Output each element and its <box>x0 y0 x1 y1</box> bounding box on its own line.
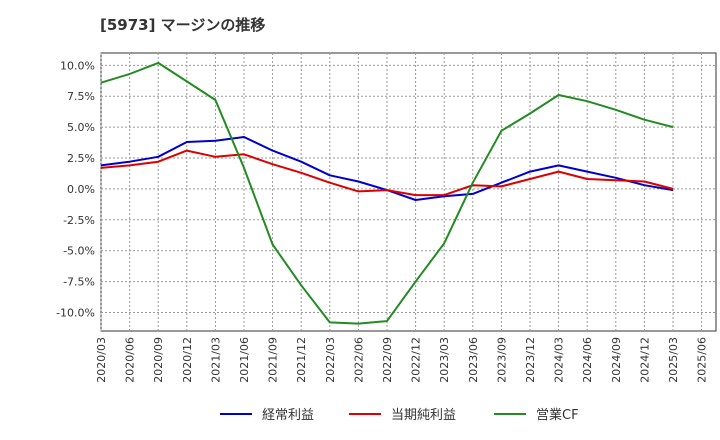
x-tick-label: 2024/09 <box>610 337 623 383</box>
x-tick-label: 2023/12 <box>524 337 537 383</box>
x-tick-label: 2021/12 <box>295 337 308 383</box>
grid <box>100 53 716 331</box>
x-tick-label: 2024/03 <box>553 337 566 383</box>
y-tick-label: 7.5% <box>67 90 95 103</box>
x-tick-label: 2024/12 <box>638 337 651 383</box>
y-axis-ticks: 10.0% 7.5% 5.0% 2.5% 0.0% -2.5% -5.0% -7.5% -10.… <box>56 59 95 319</box>
x-tick-label: 2025/03 <box>667 337 680 383</box>
x-tick-label: 2022/03 <box>324 337 337 383</box>
x-tick-label: 2023/03 <box>438 337 451 383</box>
x-tick-label: 2024/06 <box>581 337 594 383</box>
x-tick-label: 2021/09 <box>267 337 280 383</box>
x-tick-label: 2022/06 <box>352 337 365 383</box>
x-tick-label: 2021/03 <box>209 337 222 383</box>
legend-label: 営業CF <box>536 407 579 423</box>
y-tick-label: -2.5% <box>63 214 95 227</box>
plot-area <box>100 52 717 332</box>
x-tick-label: 2025/06 <box>696 337 709 383</box>
legend: 経常利益 当期純利益 営業CF <box>220 407 579 423</box>
x-tick-label: 2020/09 <box>152 337 165 383</box>
y-tick-label: 10.0% <box>60 59 95 72</box>
x-tick-label: 2021/06 <box>238 337 251 383</box>
series-lines <box>100 61 674 325</box>
y-tick-label: -10.0% <box>56 306 95 319</box>
y-tick-label: -7.5% <box>63 276 95 289</box>
x-tick-label: 2022/09 <box>381 337 394 383</box>
y-tick-label: 0.0% <box>67 183 95 196</box>
x-tick-label: 2023/06 <box>467 337 480 383</box>
x-tick-label: 2020/03 <box>95 337 108 383</box>
series-line-3 <box>100 61 674 325</box>
x-tick-label: 2022/12 <box>410 337 423 383</box>
x-tick-label: 2023/09 <box>495 337 508 383</box>
y-tick-label: 5.0% <box>67 121 95 134</box>
chart-title: [5973] マージンの推移 <box>100 16 265 34</box>
y-tick-label: 2.5% <box>67 152 95 165</box>
legend-label: 経常利益 <box>262 408 314 423</box>
series-line-2 <box>100 149 674 197</box>
legend-label: 当期純利益 <box>391 408 456 423</box>
x-tick-label: 2020/12 <box>181 337 194 383</box>
x-axis-ticks: 2020/03 2020/06 2020/09 2020/12 2021/03 2021/… <box>95 337 709 383</box>
x-tick-label: 2020/06 <box>124 337 137 383</box>
y-tick-label: -5.0% <box>63 245 95 258</box>
